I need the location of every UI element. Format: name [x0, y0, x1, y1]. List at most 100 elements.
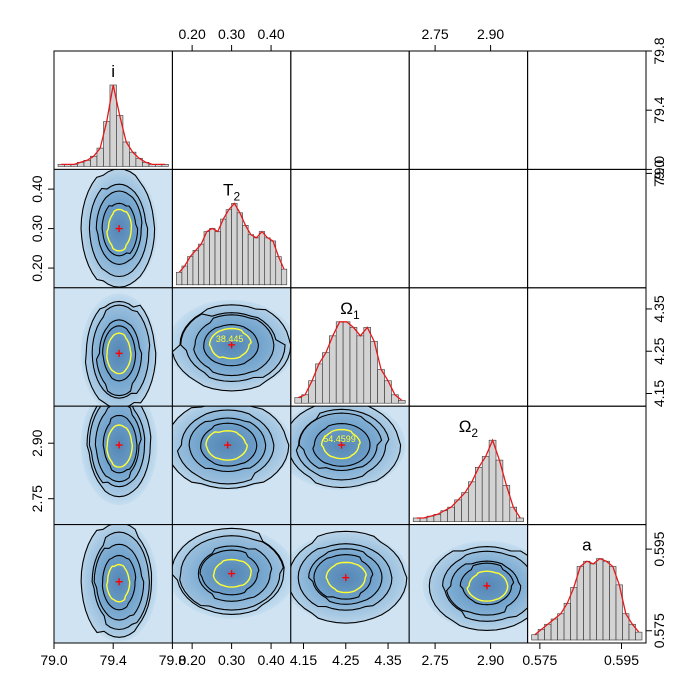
density-layer [422, 540, 528, 631]
x-tick-label: 0.30 [218, 652, 245, 668]
histogram-bar [214, 231, 221, 286]
panel-frame [527, 524, 647, 644]
pair-panel-O2-T2 [172, 406, 291, 525]
histogram-bar [236, 212, 243, 286]
x-tick-label: 0.40 [257, 652, 284, 668]
density-curve [178, 202, 285, 273]
y-tick-label: 2.75 [29, 485, 45, 512]
x-tick-label: 4.25 [332, 652, 359, 668]
panel-frame [408, 50, 529, 170]
highlight-contour [105, 563, 131, 603]
density-contour [95, 319, 143, 397]
x-top-tick-label: 0.20 [179, 26, 206, 42]
histogram-bar [509, 506, 517, 522]
histogram-bar [258, 231, 266, 286]
x-tick-label: 79.8 [159, 652, 186, 668]
pair-panel-a-T2 [172, 524, 291, 643]
parameter-label: Ω2 [459, 417, 479, 440]
panel-frame [527, 168, 647, 289]
histogram-bar [596, 558, 604, 641]
histogram-bar [576, 566, 584, 641]
x-top-tick-label: 2.75 [421, 26, 448, 42]
x-tick-label: 4.15 [290, 652, 317, 668]
y-tick-label: 0.20 [29, 254, 45, 281]
highlight-contour [208, 327, 252, 360]
histogram-bar [363, 327, 371, 404]
histogram-bar [609, 566, 617, 641]
density-contour [91, 531, 150, 631]
panel-frame [171, 50, 292, 170]
histogram-bar [531, 634, 539, 641]
pair-panel-O1-i [54, 287, 173, 407]
hist-panel-a: a [531, 536, 643, 641]
x-tick-label: 0.20 [179, 652, 206, 668]
pair-panel-O2-i [54, 406, 173, 525]
hist-panel-T2: T2 [176, 180, 288, 286]
contour-label: 54.4599 [323, 434, 356, 444]
y-tick-label: 0.30 [29, 215, 45, 242]
parameter-label: Ω1 [340, 299, 360, 322]
highlight-contour [205, 430, 248, 461]
histogram-bar [203, 231, 210, 286]
histogram-bar [220, 218, 227, 286]
histogram-bar [481, 456, 490, 522]
histogram-bar [176, 271, 183, 286]
y-right-tick-label: 79.4 [651, 96, 667, 123]
histogram-bar [550, 618, 558, 641]
y-right-tick-label: 4.15 [651, 380, 667, 407]
histogram-bar [447, 506, 455, 522]
histogram-bar [488, 439, 497, 522]
density-layer [80, 406, 158, 506]
y-right-tick-label: 0.595 [651, 531, 667, 566]
histogram-bar [474, 467, 483, 522]
highlight-contour [325, 561, 368, 594]
highlight-contour [106, 332, 132, 375]
histogram-bar [247, 234, 254, 286]
histogram-bar [570, 587, 578, 641]
histogram-bar [557, 613, 565, 641]
histogram-bar [231, 203, 238, 286]
panel-frame [408, 287, 529, 407]
density-curve [416, 438, 521, 519]
y-tick-label: 2.90 [29, 429, 45, 456]
hist-panel-O2: Ω2 [412, 417, 524, 522]
pair-panel-a-i [54, 524, 173, 643]
histogram-bar [322, 352, 330, 404]
density-layer [172, 406, 291, 491]
x-top-tick-label: 0.30 [218, 26, 245, 42]
density-curve [61, 84, 166, 166]
highlight-contour [212, 558, 253, 588]
y-right-tick-label: 4.35 [651, 295, 667, 322]
x-top-tick-label: 2.90 [477, 26, 504, 42]
panel-frame [290, 50, 410, 170]
density-contour [172, 406, 290, 490]
contour-label: 38.445 [216, 334, 244, 344]
histogram-bar [589, 563, 597, 641]
panel-frame [290, 168, 410, 289]
density-contour [86, 406, 152, 498]
panel-frame [527, 50, 647, 170]
density-contour [428, 546, 528, 631]
y-tick-label: 0.40 [29, 175, 45, 202]
density-curve [534, 557, 640, 636]
x-tick-label: 2.75 [421, 652, 448, 668]
histogram-bar [225, 209, 232, 286]
density-contour [298, 412, 383, 472]
highlight-contour [106, 208, 133, 252]
parameter-label: i [111, 62, 115, 81]
panel-frame [408, 168, 529, 289]
density-glow [290, 406, 406, 491]
histogram-bar [335, 321, 344, 404]
y-right-tick-label: 79.0 [651, 156, 667, 183]
density-contour [94, 406, 142, 483]
y-right-tick-label: 4.25 [651, 337, 667, 364]
y-right-tick-label: 79.0 [651, 160, 667, 187]
histogram-bar [461, 492, 469, 522]
x-tick-label: 79.4 [100, 652, 127, 668]
x-tick-label: 4.35 [374, 652, 401, 668]
x-top-tick-label: 0.40 [257, 26, 284, 42]
pair-panel-O1-T2: 38.445 [172, 287, 291, 407]
y-right-tick-label: 0.575 [651, 613, 667, 648]
parameter-subscript: 2 [471, 426, 478, 440]
